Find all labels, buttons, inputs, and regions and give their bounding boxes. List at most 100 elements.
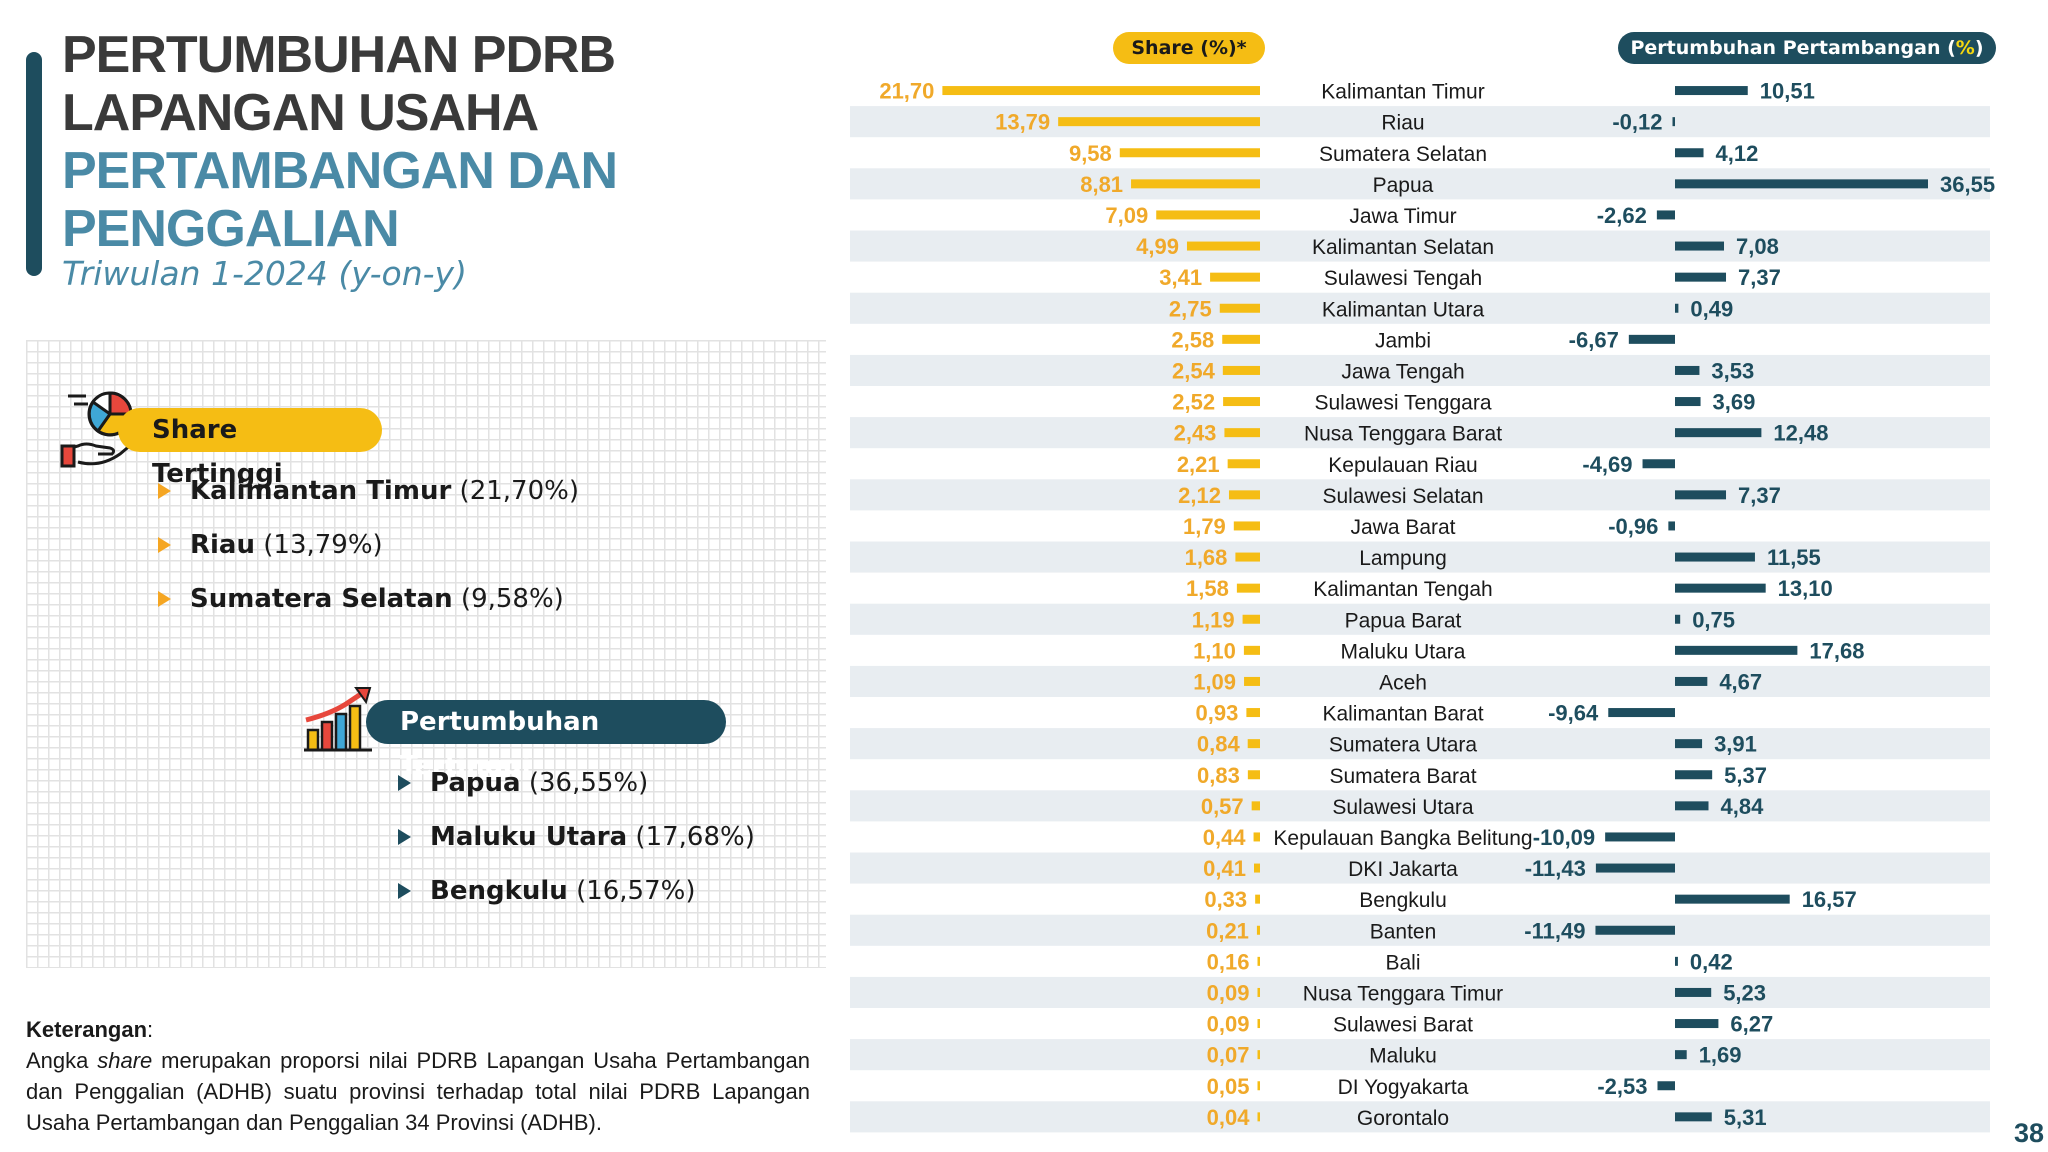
title-line-2: LAPANGAN USAHA [62, 84, 539, 142]
share-value-label: 0,04 [1207, 1105, 1251, 1130]
footnote: Keterangan: Angka share merupakan propor… [26, 1014, 810, 1138]
growth-bar [1675, 86, 1748, 96]
share-bar [1224, 428, 1260, 438]
growth-bar [1675, 894, 1790, 904]
growth-bar [1642, 459, 1675, 469]
share-bar [1058, 117, 1260, 127]
row-stripe [850, 479, 1990, 511]
share-bar [1257, 1019, 1260, 1029]
province-label: Kepulauan Bangka Belitung [1273, 827, 1532, 850]
title-line-3: PERTAMBANGAN DAN [62, 142, 618, 200]
list-item-name: Kalimantan Timur [190, 476, 452, 506]
row-stripe [850, 1039, 1990, 1071]
growth-bar [1657, 1081, 1675, 1091]
list-item-name: Sumatera Selatan [190, 584, 453, 614]
page-number: 38 [2014, 1118, 2045, 1148]
growth-value-label: 0,49 [1690, 296, 1733, 321]
growth-bar [1675, 148, 1704, 158]
share-bar [1257, 1112, 1260, 1122]
page-subtitle: Triwulan 1-2024 (y-on-y) [62, 254, 467, 293]
growth-bar [1675, 303, 1679, 313]
growth-value-label: -2,53 [1597, 1074, 1647, 1099]
growth-value-label: 7,37 [1738, 265, 1781, 290]
share-value-label: 1,09 [1193, 669, 1236, 694]
growth-bar [1675, 987, 1712, 997]
share-value-label: 9,58 [1069, 141, 1112, 166]
footnote-text-start: Angka [26, 1048, 98, 1073]
province-label: Papua [1373, 174, 1434, 197]
row-stripe [850, 292, 1990, 324]
province-label: Riau [1381, 112, 1424, 135]
share-bar [1156, 210, 1260, 220]
growth-value-label: 0,42 [1690, 949, 1733, 974]
bullet-triangle-icon [158, 591, 171, 607]
growth-bar [1595, 863, 1675, 873]
province-label: Sulawesi Tengah [1324, 267, 1482, 290]
share-bar [1257, 1050, 1260, 1060]
share-value-label: 2,54 [1172, 358, 1216, 383]
share-value-label: 0,57 [1201, 794, 1244, 819]
list-item-value: (17,68%) [635, 822, 755, 852]
growth-highlight-pill: Pertumbuhan Tertinggi [366, 700, 726, 781]
share-value-label: 8,81 [1080, 172, 1123, 197]
growth-value-label: 3,53 [1711, 358, 1754, 383]
growth-bar [1675, 645, 1798, 655]
growth-bar [1675, 428, 1762, 438]
footnote-colon: : [147, 1017, 154, 1042]
list-item-name: Maluku Utara [430, 822, 628, 852]
bullet-triangle-icon [398, 775, 411, 791]
growth-value-label: -0,12 [1612, 110, 1662, 135]
share-value-label: 0,84 [1197, 732, 1241, 757]
share-highlight-list: Kalimantan Timur (21,70%) Riau (13,79%) … [156, 464, 579, 626]
share-bar [1257, 956, 1260, 966]
share-value-label: 0,33 [1204, 887, 1247, 912]
growth-value-label: 1,69 [1699, 1043, 1742, 1068]
share-value-label: 1,58 [1186, 576, 1229, 601]
growth-bar [1675, 583, 1766, 593]
growth-bar [1675, 1050, 1687, 1060]
share-bar [942, 86, 1260, 96]
share-bar [1210, 272, 1260, 282]
growth-value-label: 5,23 [1723, 980, 1766, 1005]
growth-value-label: 3,69 [1713, 390, 1756, 415]
province-label: Papua Barat [1345, 609, 1462, 632]
share-bar [1236, 583, 1260, 593]
row-stripe [850, 354, 1990, 386]
row-stripe [850, 603, 1990, 635]
share-bar [1253, 863, 1260, 873]
growth-value-label: 36,55 [1940, 172, 1995, 197]
province-label: Nusa Tenggara Timur [1303, 982, 1503, 1005]
list-item: Maluku Utara (17,68%) [396, 810, 755, 864]
growth-value-label: 7,37 [1738, 483, 1781, 508]
title-line-4: PENGGALIAN [62, 200, 400, 258]
share-bar [1246, 708, 1260, 718]
list-item-name: Papua [430, 768, 521, 798]
share-value-label: 0,93 [1196, 701, 1239, 726]
share-bar [1235, 552, 1260, 562]
share-bar [1222, 365, 1260, 375]
province-label: Bali [1385, 951, 1420, 974]
share-value-label: 0,05 [1207, 1074, 1250, 1099]
growth-value-label: 4,67 [1719, 669, 1762, 694]
province-label: Lampung [1359, 547, 1447, 570]
province-label: Kalimantan Timur [1321, 81, 1484, 104]
growth-bar [1675, 1112, 1712, 1122]
growth-bar [1675, 739, 1703, 749]
share-value-label: 1,79 [1183, 514, 1226, 539]
province-label: Jawa Timur [1349, 205, 1456, 228]
share-value-label: 0,44 [1203, 825, 1247, 850]
bullet-triangle-icon [158, 483, 171, 499]
growth-bar [1608, 708, 1675, 718]
growth-bar [1675, 801, 1709, 811]
title-accent-bar [26, 52, 42, 276]
growth-header-percent: % [1955, 37, 1975, 59]
growth-bar [1595, 925, 1675, 935]
growth-value-label: 13,10 [1778, 576, 1833, 601]
growth-bar [1675, 770, 1713, 780]
growth-value-label: -0,96 [1608, 514, 1658, 539]
growth-bar [1672, 117, 1675, 127]
province-label: Kepulauan Riau [1328, 454, 1477, 477]
share-highlight-pill: Share Tertinggi [118, 408, 382, 489]
share-value-label: 1,10 [1193, 638, 1236, 663]
province-label: Jawa Barat [1350, 516, 1455, 539]
